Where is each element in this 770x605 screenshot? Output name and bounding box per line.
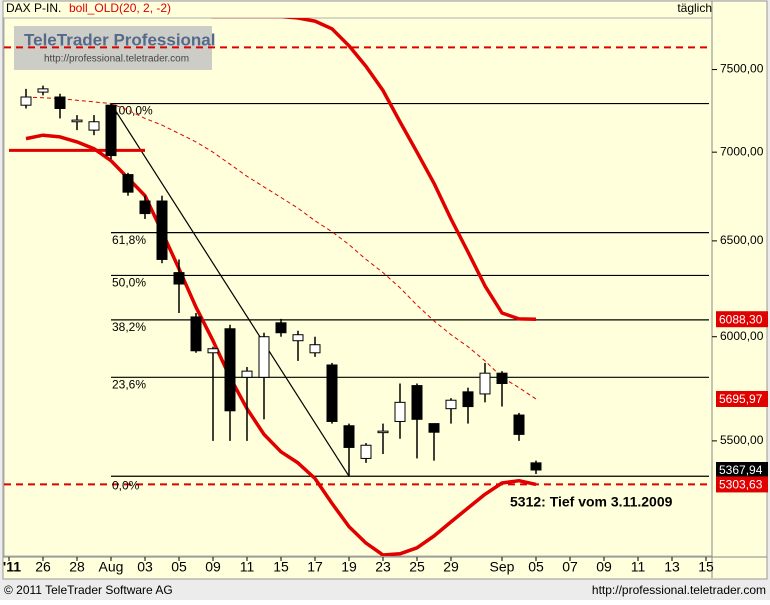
x-tick-label: 29 (443, 559, 459, 575)
footer-copyright: © 2011 TeleTrader Software AG (4, 583, 173, 597)
price-tag (716, 390, 768, 407)
price-tag (716, 476, 768, 493)
x-tick-label: Aug (99, 559, 124, 575)
annotation: 5312: Tief vom 3.11.2009 (510, 494, 673, 510)
y-tick-label: 5500,00 (720, 433, 764, 447)
x-tick-label: 19 (341, 559, 357, 575)
candle-body (360, 444, 372, 459)
watermark-url: http://professional.teletrader.com (44, 54, 189, 65)
candle-body (445, 399, 457, 410)
y-tick-label: 6500,00 (720, 233, 764, 247)
candle-body (411, 385, 423, 420)
plot-content: 100,0% 61,8% 50,0% 38,2% 23,6% 0,0% (4, 18, 712, 556)
x-tick-label: 26 (35, 559, 51, 575)
candle-body (156, 200, 168, 260)
candle-body (462, 391, 474, 408)
candle-body (309, 344, 321, 354)
trend-line (110, 103, 350, 477)
plot-area (3, 17, 713, 557)
x-tick-label: 17 (307, 559, 323, 575)
overlay: 7500,00 7000,00 6500,00 6000,00 5500,00 '11 26… (3, 62, 768, 575)
watermark-title: TeleTrader Professional (24, 30, 215, 49)
candle-body (275, 322, 287, 334)
x-tick-label: 03 (137, 559, 153, 575)
candle-body (37, 88, 49, 93)
band-upper (210, 18, 537, 321)
candle-body (292, 334, 304, 342)
y-tick-label: 7500,00 (720, 62, 764, 76)
x-tick-label: 25 (409, 559, 425, 575)
x-tick-label: 11 (631, 559, 646, 575)
fib-label: 100,0% (112, 104, 153, 118)
x-tick-label: 11 (240, 559, 255, 575)
candle-body (105, 104, 117, 157)
candle-body (122, 174, 134, 193)
chart-title: DAX P-IN. (6, 1, 61, 15)
x-tick-label: 15 (698, 559, 714, 575)
y-tick-label: 7000,00 (720, 144, 764, 158)
price-tag (716, 461, 768, 478)
fib-label: 0,0% (112, 478, 140, 492)
band-lower (25, 133, 537, 556)
candle-body (496, 372, 508, 385)
candle-body (20, 96, 32, 106)
candle-body (343, 425, 355, 448)
x-tick-label: Sep (490, 559, 515, 575)
x-tick-label: 28 (69, 559, 85, 575)
x-tick-label: 07 (562, 559, 578, 575)
fib-label: 50,0% (112, 276, 146, 290)
indicator-label: boll_OLD(20, 2, -2) (69, 1, 171, 15)
price-tag-label: 5367,94 (719, 463, 763, 477)
candle-body (139, 200, 151, 215)
candle-body (428, 423, 440, 433)
x-tick-label: '11 (3, 559, 21, 575)
candle-body (394, 401, 406, 422)
y-tick-label: 6000,00 (720, 329, 764, 343)
candle-body (479, 372, 491, 395)
candle-body (241, 370, 253, 378)
candle-body (377, 430, 389, 434)
candle-body (224, 328, 236, 412)
fib-label: 61,8% (112, 233, 146, 247)
price-tag-label: 5695,97 (719, 392, 763, 406)
candle-body (513, 414, 525, 435)
x-tick-label: 09 (205, 559, 221, 575)
candle-body (71, 119, 83, 123)
price-tag-label: 5303,63 (719, 478, 763, 492)
fib-label: 23,6% (112, 377, 146, 391)
price-tag (716, 311, 768, 328)
x-tick-label: 05 (528, 559, 544, 575)
period-label: täglich (677, 1, 712, 15)
x-tick-label: 15 (273, 559, 289, 575)
candle-body (530, 462, 542, 471)
candle-body (258, 336, 270, 378)
x-tick-label: 23 (375, 559, 391, 575)
fib-label: 38,2% (112, 320, 146, 334)
candle-body (88, 121, 100, 131)
candle-body (207, 348, 219, 354)
x-tick-label: 05 (171, 559, 187, 575)
price-tag-label: 6088,30 (719, 312, 763, 326)
x-tick-label: 09 (596, 559, 612, 575)
candle-body (173, 272, 185, 285)
candle-body (190, 316, 202, 352)
candle-body (54, 96, 66, 109)
x-tick-label: 13 (664, 559, 680, 575)
candle-body (326, 364, 338, 422)
footer-url: http://professional.teletrader.com (592, 583, 766, 597)
